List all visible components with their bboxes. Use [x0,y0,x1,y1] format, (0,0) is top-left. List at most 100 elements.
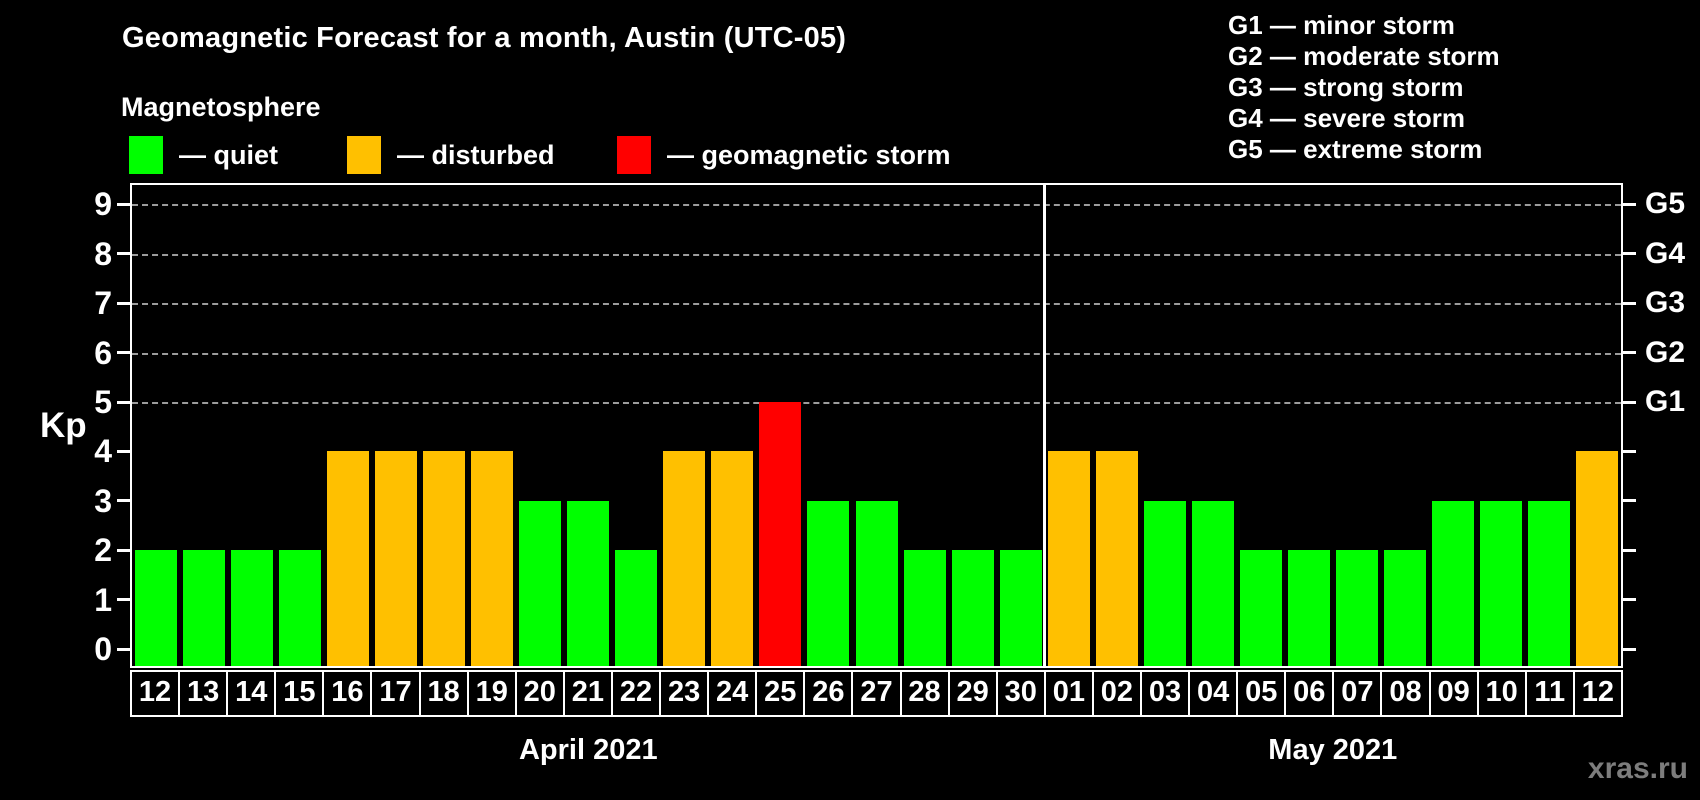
kp-bar-day-18 [423,451,466,666]
y-axis-tick-label-3: 3 [94,482,112,519]
date-label-03: 03 [1139,670,1191,717]
date-label-11: 11 [1524,670,1575,717]
kp-bar-day-28 [903,550,946,666]
disturbed-swatch [347,136,381,174]
kp-bar-day-27 [855,500,898,666]
kp-bar-day-03 [1143,500,1186,666]
y-axis-tick-label-9: 9 [94,186,112,223]
right-axis-label-G1: G1 [1645,385,1686,418]
date-label-18: 18 [418,670,469,717]
kp-bar-day-19 [471,451,514,666]
g-scale-legend: G1 — minor storm G2 — moderate storm G3 … [1228,10,1500,165]
kp-bar-day-14 [231,550,274,666]
g2-legend-row: G2 — moderate storm [1228,41,1500,71]
kp-bar-day-10 [1479,500,1522,666]
magnetosphere-label: Magnetosphere [121,92,321,122]
g5-legend-row: G5 — extreme storm [1228,134,1483,164]
right-axis-label-G5: G5 [1645,187,1686,221]
kp-bar-day-15 [279,550,322,666]
legend-label-quiet: — quiet [179,140,278,170]
y-axis-tick-label-8: 8 [94,235,112,272]
date-label-26: 26 [803,670,854,717]
y-axis-tick-9 [117,202,130,206]
date-label-12: 12 [130,670,181,717]
watermark: xras.ru [1587,752,1688,785]
y-axis-tick-label-2: 2 [94,532,112,569]
date-label-19: 19 [466,670,517,717]
date-label-04: 04 [1188,670,1239,717]
date-label-15: 15 [274,670,325,717]
y-axis-tick-6 [117,351,130,355]
y-axis-tick-label-7: 7 [94,285,112,322]
kp-bar-day-01 [1047,451,1090,666]
right-axis-tick-0 [1623,647,1636,651]
kp-bar-day-21 [567,500,610,666]
y-axis-tick-label-1: 1 [94,581,112,618]
date-label-01: 01 [1043,670,1094,717]
right-axis-tick-7 [1623,301,1636,305]
date-label-10: 10 [1476,670,1527,717]
kp-bar-day-13 [183,550,226,666]
date-label-25: 25 [755,670,806,717]
gridline-kp9 [132,204,1621,207]
kp-bar-day-06 [1287,550,1330,666]
right-axis-label-G4: G4 [1645,236,1686,270]
gridline-kp8 [132,253,1621,256]
right-axis-tick-4 [1623,449,1636,453]
y-axis-tick-0 [117,647,130,651]
date-label-20: 20 [514,670,565,717]
storm-swatch [617,136,651,174]
plot-area [130,183,1623,668]
date-label-05: 05 [1236,670,1287,717]
kp-bar-day-26 [807,500,850,666]
date-label-21: 21 [562,670,613,717]
month-separator-line [1043,185,1047,666]
y-axis-tick-1 [117,598,130,602]
gridline-kp6 [132,352,1621,355]
date-label-24: 24 [707,670,758,717]
date-label-22: 22 [610,670,662,717]
y-axis-tick-5 [117,400,130,404]
kp-bar-day-11 [1527,500,1570,666]
g1-legend-row: G1 — minor storm [1228,10,1455,40]
kp-bar-day-05 [1239,550,1282,666]
date-label-17: 17 [370,670,421,717]
kp-bar-day-12 [1575,451,1618,666]
kp-bar-day-23 [663,451,706,666]
date-label-12: 12 [1572,670,1623,717]
plot-inner [132,185,1621,666]
kp-bar-day-02 [1095,451,1138,666]
date-label-14: 14 [226,670,277,717]
date-label-07: 07 [1332,670,1383,717]
y-axis-tick-2 [117,548,130,552]
g3-legend-row: G3 — strong storm [1228,72,1464,102]
y-axis-tick-label-5: 5 [94,384,112,420]
y-axis-title: Kp [40,406,87,445]
legend-label-storm: — geomagnetic storm [667,140,951,170]
date-label-27: 27 [851,670,902,717]
right-axis-tick-5 [1623,400,1636,404]
right-axis-tick-1 [1623,598,1636,602]
date-label-23: 23 [659,670,710,717]
gridline-kp5 [132,402,1621,404]
right-axis-label-G3: G3 [1645,286,1686,320]
kp-bar-day-12 [135,550,178,666]
right-axis-label-G2: G2 [1645,335,1686,369]
y-axis-tick-label-0: 0 [94,631,112,667]
y-axis-tick-label-4: 4 [94,433,112,470]
kp-bar-day-25 [759,402,802,666]
right-axis-tick-3 [1623,499,1636,503]
quiet-swatch [129,136,163,174]
y-axis-tick-7 [117,301,130,305]
month-label-april: April 2021 [518,734,658,766]
y-axis-tick-4 [117,449,130,453]
kp-bar-day-24 [711,451,754,666]
g4-legend-row: G4 — severe storm [1228,103,1466,133]
kp-bar-day-09 [1431,500,1474,666]
kp-bar-day-07 [1335,550,1378,666]
date-label-09: 09 [1428,670,1479,717]
date-label-16: 16 [322,670,373,717]
date-label-08: 08 [1380,670,1431,717]
date-label-02: 02 [1091,670,1142,717]
